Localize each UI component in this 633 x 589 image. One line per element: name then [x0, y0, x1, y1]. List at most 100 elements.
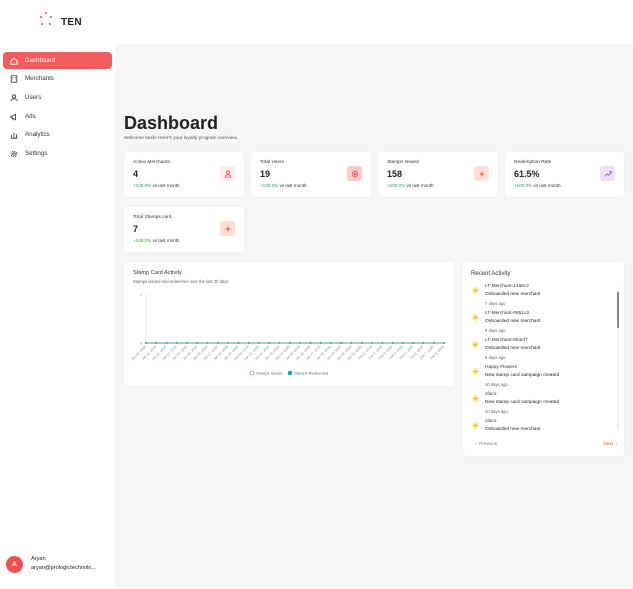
next-button[interactable]: Next › [603, 441, 617, 446]
stat-card-redemption-rate: Redemption Rate 61.5% +100.0% vs last mo… [505, 152, 624, 197]
user-email: aryan@prologictechnolo... [31, 565, 97, 571]
megaphone-icon [9, 112, 19, 122]
activity-desc: Onboarded new merchant [485, 292, 541, 297]
stat-value: 158 [387, 169, 403, 179]
chart-subtitle: Stamps issued and redeemed over the last… [133, 279, 229, 284]
home-icon [9, 56, 19, 66]
data-point [299, 342, 302, 344]
data-point [175, 342, 178, 344]
stat-label: Redemption Rate [514, 160, 552, 165]
sidebar-item-dashboard[interactable]: Dashboard [3, 52, 112, 69]
stat-change: +100.0% vs last month [260, 183, 307, 188]
data-point [371, 342, 373, 344]
data-point [258, 342, 260, 344]
stat-value: 4 [133, 169, 139, 179]
data-point [227, 342, 230, 344]
stat-card-active-merchants: Active Merchants 4 +100.0% vs last month [124, 152, 244, 197]
data-point [350, 342, 353, 344]
data-point [340, 342, 343, 344]
scrollbar-track[interactable] [617, 286, 619, 430]
page-title: Dashboard [124, 113, 219, 133]
data-point [330, 342, 332, 344]
stat-value: 7 [133, 224, 139, 234]
activity-desc: New stamp card campaign created [485, 400, 560, 405]
sidebar-item-label: Settings [25, 150, 48, 157]
sidebar-item-label: Users [25, 94, 42, 101]
sidebar-item-label: Dashboard [25, 57, 56, 64]
stat-label: Total Stamps card [133, 215, 172, 220]
bar-chart-icon [9, 130, 19, 140]
list-item: LT-Merchant-14a6c2 Onboarded new merchan… [468, 284, 608, 310]
data-point [165, 342, 168, 344]
top-bar: TEN [0, 0, 633, 44]
data-point [196, 342, 199, 344]
sparkle-icon [474, 166, 489, 181]
activity-time: 10 days ago [485, 382, 508, 387]
stat-value: 19 [260, 169, 271, 179]
data-point [288, 342, 291, 344]
list-item: Happy Flowers New stamp card campaign cr… [468, 365, 608, 391]
data-point [278, 342, 281, 344]
activity-desc: Onboarded new merchant [485, 346, 541, 351]
sparkle-icon [220, 221, 235, 236]
recent-activity-panel: Recent Activity LT-Merchant-14a6c2 Onboa… [463, 262, 624, 456]
avatar: A [6, 555, 23, 573]
sidebar-item-ads[interactable]: Ads [3, 108, 112, 125]
stat-change: +100.0% vs last month [133, 238, 180, 243]
users-icon [9, 93, 19, 103]
sidebar-item-users[interactable]: Users [3, 89, 112, 106]
sidebar-item-analytics[interactable]: Analytics [3, 126, 112, 143]
activity-desc: New stamp card campaign created [485, 373, 560, 378]
data-point [186, 342, 189, 344]
data-point [443, 342, 445, 344]
stat-label: Active Merchants [133, 160, 170, 165]
data-point [401, 342, 404, 344]
stat-change: +100.0% vs last month [133, 183, 180, 188]
activity-list[interactable]: LT-Merchant-14a6c2 Onboarded new merchan… [468, 282, 617, 433]
sidebar-item-label: Merchants [25, 75, 54, 82]
activity-name: cfaco [485, 392, 497, 397]
activity-name: LT-Merchant-14a6c2 [485, 284, 529, 289]
data-point [217, 342, 219, 344]
stamp-card-activity-panel: Stamp Card Activity Stamps issued and re… [124, 262, 454, 386]
stat-label: Total Users [260, 160, 284, 165]
previous-button[interactable]: ‹ Previous [475, 441, 497, 446]
list-item: LT-Merchant-8b4ef7 Onboarded new merchan… [468, 338, 608, 364]
activity-name: cfaco [485, 419, 497, 424]
activity-time: 10 days ago [485, 409, 508, 414]
stat-change: +100.0% vs last month [514, 183, 561, 188]
sidebar-item-settings[interactable]: Settings [3, 145, 112, 162]
activity-time: 8 days ago [485, 328, 506, 333]
activity-name: LT-Merchant-0551c3 [485, 311, 529, 316]
sparkle-icon [472, 422, 479, 429]
activity-time: 7 days ago [485, 301, 506, 306]
stat-card-total-stamps-card: Total Stamps card 7 +100.0% vs last mont… [124, 207, 244, 252]
stat-label: Stamps Issued [387, 160, 419, 165]
gear-icon [9, 149, 19, 159]
sparkle-icon [472, 314, 479, 321]
scrollbar-thumb[interactable] [617, 292, 619, 328]
legend-label: Stamps Redeemed [294, 371, 328, 376]
activity-name: Happy Flowers [485, 365, 517, 370]
data-point [422, 342, 425, 344]
data-point [381, 342, 384, 344]
stat-change: +100.0% vs last month [387, 183, 434, 188]
list-item: LT-Merchant-0551c3 Onboarded new merchan… [468, 311, 608, 337]
user-profile[interactable]: A Aryan aryan@prologictechnolo... [6, 555, 113, 573]
legend-label: Stamps Issued [256, 371, 282, 376]
trend-icon [600, 166, 615, 181]
store-icon [9, 74, 19, 84]
legend-marker [249, 370, 255, 376]
list-item: cfaco New stamp card campaign created 10… [468, 392, 608, 418]
data-point [247, 342, 250, 344]
sidebar-item-merchants[interactable]: Merchants [3, 70, 112, 87]
chart-title: Stamp Card Activity [133, 270, 182, 276]
brand-name: TEN [61, 17, 82, 28]
sidebar-item-label: Ads [25, 113, 36, 120]
user-name: Aryan [31, 556, 46, 562]
data-point [360, 342, 363, 344]
store-icon [220, 166, 235, 181]
legend-marker [287, 370, 293, 376]
sparkle-icon [472, 395, 479, 402]
